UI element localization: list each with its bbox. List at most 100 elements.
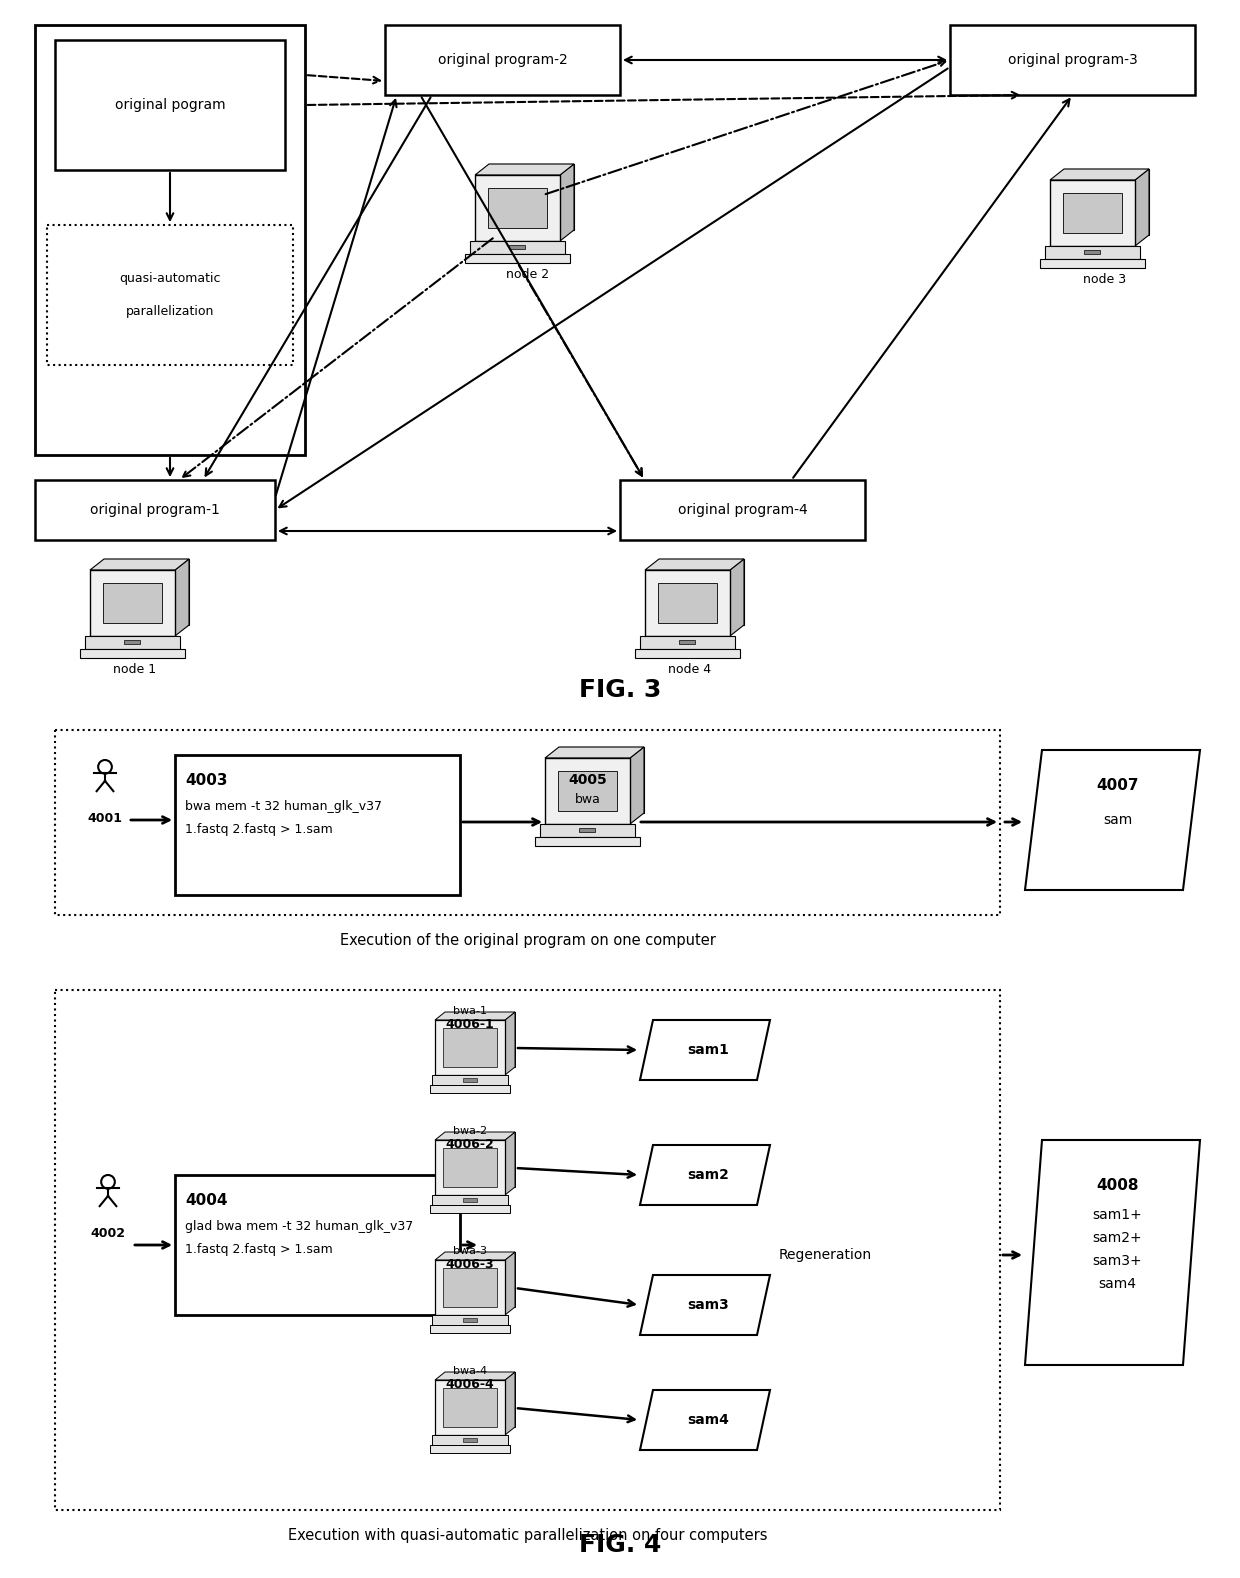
Polygon shape [505,1251,515,1314]
Polygon shape [645,570,730,636]
FancyBboxPatch shape [950,25,1195,95]
Polygon shape [103,582,162,623]
Polygon shape [435,1381,505,1434]
Polygon shape [505,1011,515,1075]
Text: sam2+: sam2+ [1092,1231,1142,1245]
Text: node 1: node 1 [113,663,156,675]
Polygon shape [658,582,717,623]
Polygon shape [430,1086,510,1094]
Polygon shape [558,772,618,811]
Text: bwa-4: bwa-4 [453,1367,487,1376]
FancyBboxPatch shape [55,731,999,915]
Polygon shape [560,164,574,241]
Polygon shape [1045,246,1140,259]
Polygon shape [435,1371,515,1381]
Text: sam4: sam4 [687,1412,729,1427]
Text: glad bwa mem -t 32 human_glk_v37: glad bwa mem -t 32 human_glk_v37 [185,1220,413,1232]
Text: Regeneration: Regeneration [779,1248,872,1262]
Polygon shape [435,1259,505,1314]
Polygon shape [640,1146,770,1206]
Polygon shape [645,559,744,570]
Polygon shape [559,746,644,813]
Polygon shape [91,570,175,636]
Text: sam4: sam4 [1099,1277,1137,1291]
Text: node 4: node 4 [668,663,712,675]
Polygon shape [475,175,560,241]
Text: 4006-3: 4006-3 [445,1258,495,1270]
Text: parallelization: parallelization [125,305,215,319]
Text: bwa-3: bwa-3 [453,1247,487,1256]
FancyBboxPatch shape [175,1176,460,1314]
Text: 4006-2: 4006-2 [445,1138,495,1150]
FancyBboxPatch shape [55,989,999,1510]
Text: node 2: node 2 [506,268,549,281]
Polygon shape [630,746,644,824]
Text: original program-4: original program-4 [677,503,807,518]
Polygon shape [175,559,188,636]
Text: Execution with quasi-automatic parallelization on four computers: Execution with quasi-automatic paralleli… [288,1528,768,1543]
Polygon shape [435,1011,515,1019]
Polygon shape [489,164,574,230]
Polygon shape [91,559,188,570]
FancyBboxPatch shape [175,754,460,895]
Polygon shape [86,636,180,649]
Polygon shape [508,245,525,249]
Polygon shape [430,1445,510,1453]
Text: bwa mem -t 32 human_glk_v37: bwa mem -t 32 human_glk_v37 [185,800,382,813]
FancyBboxPatch shape [35,480,275,540]
Text: bwa-2: bwa-2 [453,1127,487,1136]
Text: original pogram: original pogram [114,98,226,112]
Polygon shape [539,824,635,836]
Polygon shape [435,1131,515,1139]
Text: sam1+: sam1+ [1092,1209,1142,1221]
Text: 4008: 4008 [1096,1177,1138,1193]
Text: original program-2: original program-2 [438,54,568,66]
Polygon shape [430,1326,510,1333]
Text: 4003: 4003 [185,773,227,787]
Polygon shape [640,1019,770,1079]
Polygon shape [546,757,630,824]
Polygon shape [475,164,574,175]
Polygon shape [432,1434,508,1445]
Polygon shape [445,1371,515,1427]
Polygon shape [1025,750,1200,890]
Text: 4006-1: 4006-1 [445,1018,495,1030]
Polygon shape [1135,169,1149,246]
Polygon shape [463,1318,477,1322]
FancyBboxPatch shape [384,25,620,95]
Polygon shape [435,1139,505,1195]
Polygon shape [489,188,547,227]
Polygon shape [579,828,595,832]
Text: bwa-1: bwa-1 [453,1007,487,1016]
Polygon shape [640,636,735,649]
Text: sam2: sam2 [687,1168,729,1182]
Polygon shape [104,559,188,625]
Text: original program-3: original program-3 [1008,54,1137,66]
Text: sam1: sam1 [687,1043,729,1057]
Polygon shape [640,1390,770,1450]
Text: sam3+: sam3+ [1092,1255,1142,1269]
Text: 4004: 4004 [185,1193,227,1209]
Text: 4006-4: 4006-4 [445,1378,495,1390]
Polygon shape [658,559,744,625]
Polygon shape [443,1027,497,1067]
Polygon shape [1063,193,1122,234]
Text: original program-1: original program-1 [91,503,219,518]
Polygon shape [430,1206,510,1213]
FancyBboxPatch shape [35,25,305,454]
Text: sam3: sam3 [687,1299,729,1311]
Polygon shape [432,1195,508,1206]
Polygon shape [124,641,140,644]
Polygon shape [505,1371,515,1434]
Polygon shape [505,1131,515,1195]
FancyBboxPatch shape [620,480,866,540]
Polygon shape [463,1078,477,1083]
Polygon shape [546,746,644,757]
FancyBboxPatch shape [47,226,293,365]
Polygon shape [1050,169,1149,180]
Polygon shape [445,1131,515,1187]
Polygon shape [470,241,565,254]
Polygon shape [635,649,740,658]
Text: 1.fastq 2.fastq > 1.sam: 1.fastq 2.fastq > 1.sam [185,1243,332,1256]
Polygon shape [463,1438,477,1442]
